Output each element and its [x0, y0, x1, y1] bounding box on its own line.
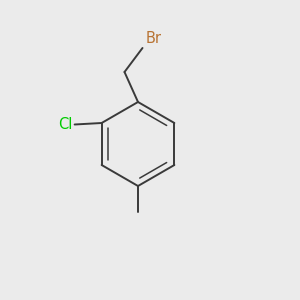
Text: Cl: Cl	[58, 117, 72, 132]
Text: Br: Br	[146, 31, 162, 46]
